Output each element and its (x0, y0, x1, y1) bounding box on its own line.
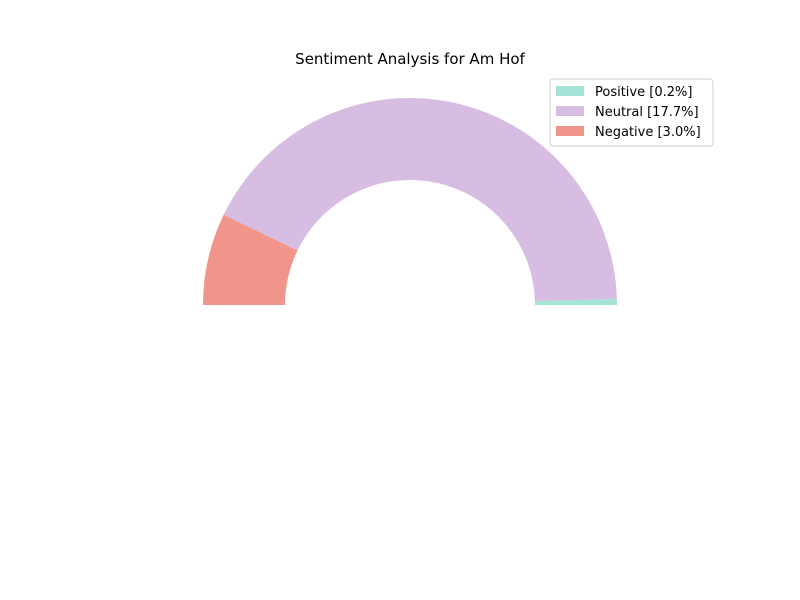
slice-positive (534, 298, 617, 305)
legend-label-positive: Positive [0.2%] (595, 85, 692, 100)
chart-title: Sentiment Analysis for Am Hof (295, 50, 525, 68)
slice-neutral (223, 97, 617, 302)
legend-swatch-positive (556, 86, 584, 96)
legend: Positive [0.2%] Neutral [17.7%] Negative [… (549, 78, 714, 147)
legend-swatch-neutral (556, 106, 584, 116)
legend-label-neutral: Neutral [17.7%] (595, 105, 699, 120)
legend-frame (549, 78, 714, 147)
donut-slices (203, 97, 617, 305)
slice-negative (203, 214, 298, 305)
legend-items: Positive [0.2%] Neutral [17.7%] Negative [… (556, 85, 701, 140)
legend-label-negative: Negative [3.0%] (595, 125, 701, 140)
legend-swatch-negative (556, 126, 584, 136)
